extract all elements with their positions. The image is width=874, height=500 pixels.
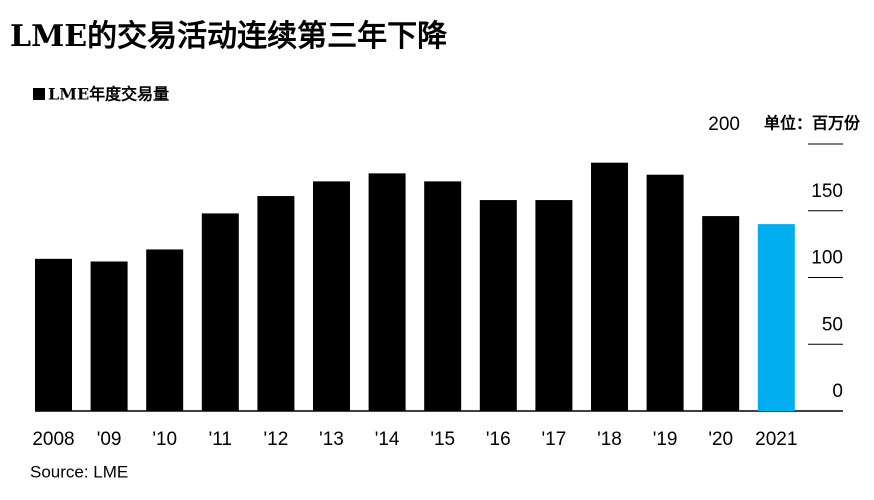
y-tick-label: 50 [822,314,843,335]
y-tick-label: 0 [832,381,843,402]
x-tick-label: '12 [264,429,289,450]
x-tick-label: '20 [708,429,733,450]
x-tick-label: '14 [375,429,400,450]
bar [646,174,684,411]
bar [35,258,72,411]
bar [757,224,795,411]
y-tick-label: 200 [708,114,740,135]
x-tick-label: '10 [152,429,177,450]
bar [257,196,295,411]
source: Source: LME [30,462,128,481]
x-tick-label: '18 [597,429,622,450]
x-tick-label: '11 [209,429,232,450]
y-tick-label: 150 [811,181,843,202]
x-tick-label: '16 [486,429,511,450]
bar [201,213,239,411]
bar [368,173,406,411]
chart-title: LME的交易活动连续第三年下降 [10,19,448,54]
legend-swatch [33,88,45,100]
bar [702,216,740,411]
bar [146,249,184,411]
x-tick-label: '09 [97,429,122,450]
bar [591,162,628,411]
bar [479,200,517,411]
legend-label: LME年度交易量 [48,85,169,104]
bar [535,200,573,411]
x-tick-label: '13 [319,429,344,450]
y-tick-label: 100 [811,248,843,269]
x-tick-label: '15 [430,429,455,450]
x-tick-label: 2008 [32,429,74,450]
unit-label: 单位：百万份 [764,114,861,133]
x-tick-label: 2021 [755,429,797,450]
bar [313,181,350,411]
bar [90,261,128,411]
x-tick-label: '17 [542,429,567,450]
x-tick-label: '19 [653,429,678,450]
bar [424,181,462,411]
